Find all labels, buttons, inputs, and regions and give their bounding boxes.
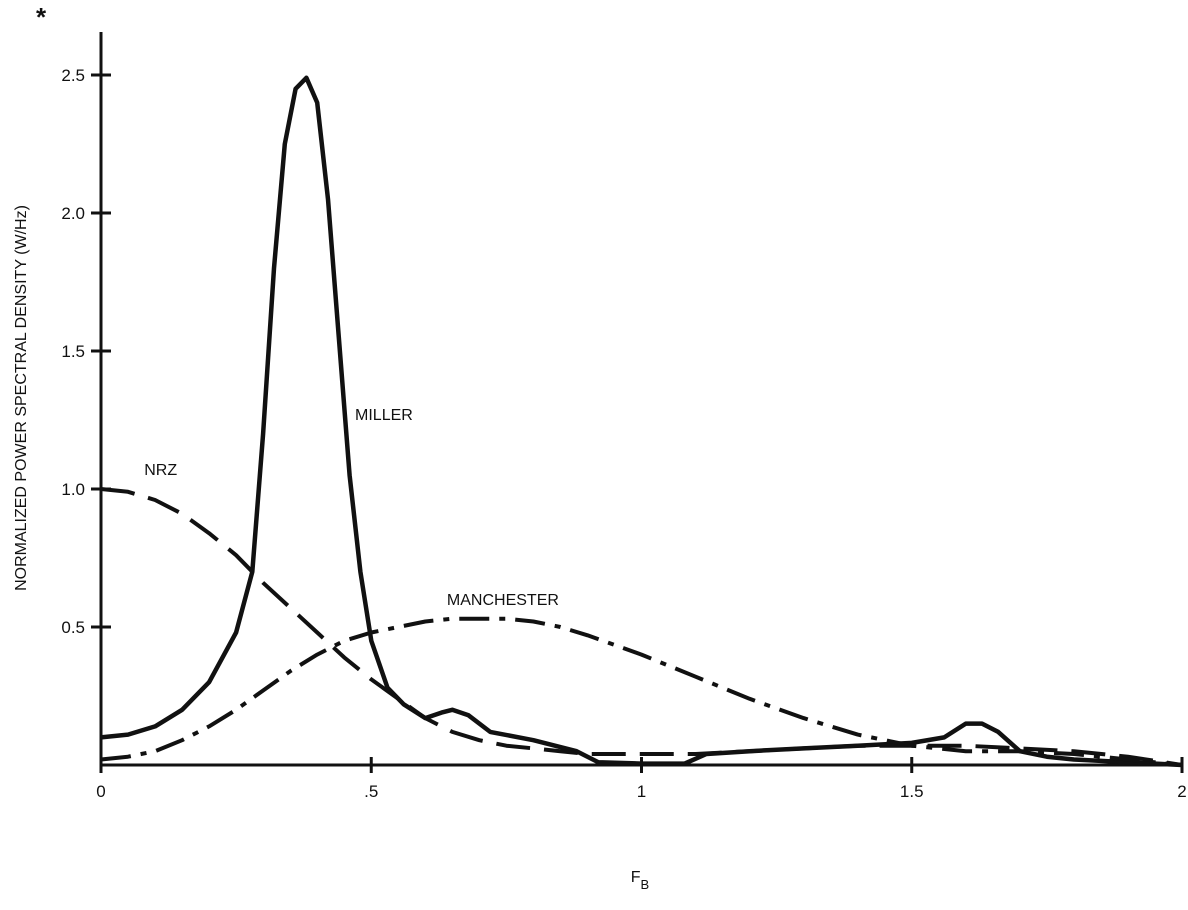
y-tick-label-0: 0.5 xyxy=(61,618,85,637)
figure-marker: * xyxy=(36,2,47,32)
x-tick-label-1: .5 xyxy=(364,782,378,801)
y-tick-label-3: 2.0 xyxy=(61,204,85,223)
series-label-miller: MILLER xyxy=(355,407,413,424)
y-tick-label-1: 1.0 xyxy=(61,480,85,499)
series-labels: MILLER NRZ MANCHESTER xyxy=(144,407,559,609)
x-tick-label-0: 0 xyxy=(96,782,105,801)
series-group xyxy=(100,75,1183,768)
y-tick-label-4: 2.5 xyxy=(61,66,85,85)
x-tick-label-2: 1 xyxy=(637,782,646,801)
series-line-manchester xyxy=(100,616,1183,767)
x-axis-title: FB xyxy=(631,869,649,892)
series-label-nrz: NRZ xyxy=(144,462,177,479)
ticks: 0.5 1 1.5 20.51.01.52.02.5 xyxy=(61,66,1186,801)
y-axis-title: NORMALIZED POWER SPECTRAL DENSITY (W/Hz) xyxy=(13,205,30,591)
series-line-miller xyxy=(100,75,1183,768)
x-tick-label-3: 1.5 xyxy=(900,782,924,801)
x-axis-title-main: F xyxy=(631,869,641,886)
series-label-manchester: MANCHESTER xyxy=(447,592,559,609)
y-tick-label-2: 1.5 xyxy=(61,342,85,361)
x-axis-title-subscript: B xyxy=(641,877,650,892)
series-line-nrz xyxy=(100,487,1183,767)
x-tick-label-4: 2 xyxy=(1177,782,1186,801)
